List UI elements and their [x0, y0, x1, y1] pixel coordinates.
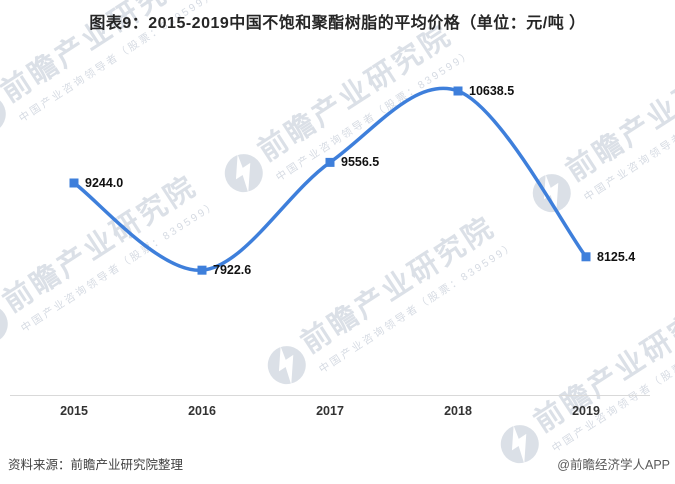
data-point-label: 9556.5 — [341, 155, 380, 170]
x-axis-tick-label: 2017 — [316, 404, 344, 418]
x-axis-tick-label: 2015 — [60, 404, 88, 418]
credit-note: @前瞻经济学人APP — [557, 458, 670, 472]
price-line-path — [72, 86, 588, 272]
x-axis-tick-label: 2016 — [188, 404, 216, 418]
x-axis-tick-label: 2019 — [572, 404, 600, 418]
data-point-marker — [197, 265, 207, 275]
data-point-label: 8125.4 — [597, 249, 636, 264]
x-axis-tick-label: 2018 — [444, 404, 472, 418]
data-point-label: 9244.0 — [85, 176, 124, 190]
data-point-markers — [69, 86, 591, 275]
data-point-marker — [581, 252, 591, 262]
data-point-marker — [325, 157, 335, 167]
data-point-marker — [69, 178, 79, 188]
data-point-label: 7922.6 — [213, 263, 252, 278]
data-point-marker — [453, 86, 463, 96]
source-note: 资料来源：前瞻产业研究院整理 — [8, 458, 184, 472]
chart-title: 图表9：2015-2019中国不饱和聚酯树脂的平均价格（单位：元/吨 ） — [89, 15, 586, 32]
x-axis-line — [10, 395, 650, 396]
data-point-label: 10638.5 — [469, 84, 515, 98]
